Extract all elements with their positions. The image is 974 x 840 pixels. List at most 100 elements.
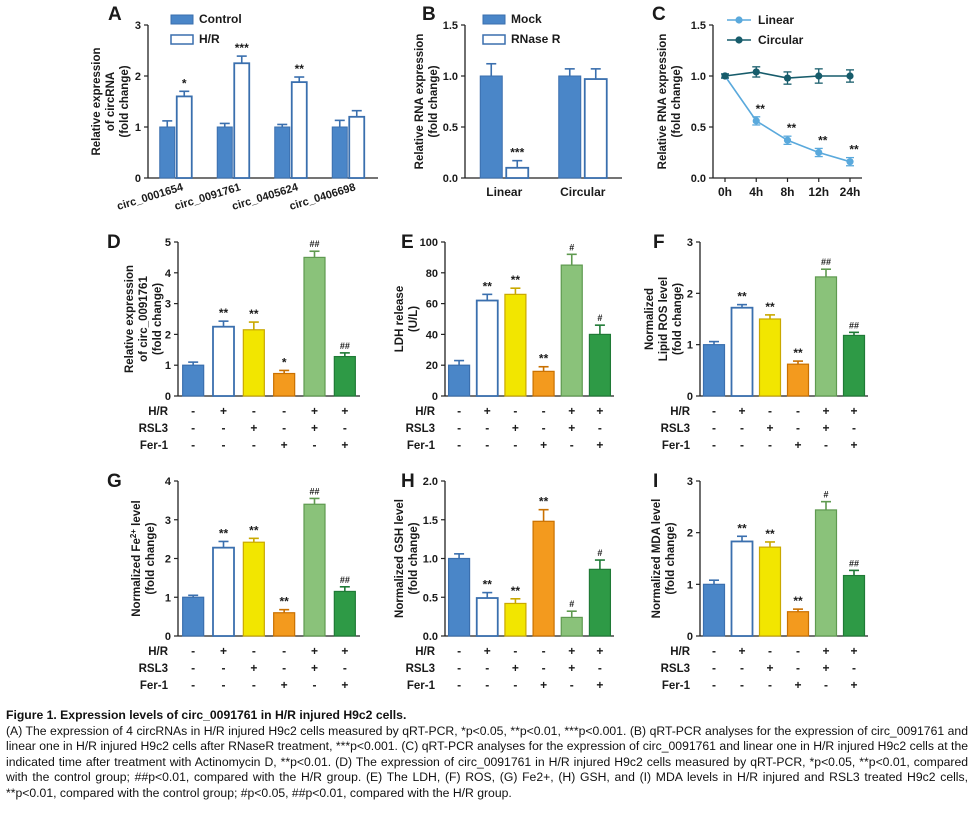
significance-mark: ** <box>793 346 803 360</box>
y-tick-label-I: 3 <box>687 476 693 488</box>
treatment-sign: - <box>485 661 489 675</box>
treatment-sign: - <box>852 421 856 435</box>
significance-mark: ** <box>737 290 747 304</box>
panel-label-E: E <box>401 232 414 253</box>
treatment-sign: - <box>768 644 772 658</box>
y-tick-label-I: 1 <box>687 579 693 591</box>
y-tick-label-F: 0 <box>687 391 693 403</box>
y-axis-label-D: Relative expression <box>124 265 136 373</box>
y-axis-label-B: (fold change) <box>428 65 440 137</box>
treatment-sign: - <box>282 404 286 418</box>
y-axis-label-I: Normalized MDA level <box>651 499 663 619</box>
treatment-sign: - <box>796 661 800 675</box>
treatment-sign: - <box>191 421 195 435</box>
treatment-label: RSL3 <box>139 423 168 435</box>
bar <box>273 372 296 397</box>
legend-swatch-control <box>170 14 194 25</box>
treatment-sign: + <box>596 678 603 692</box>
treatment-sign: + <box>568 421 575 435</box>
bar-hr <box>175 95 193 179</box>
treatment-sign: - <box>457 661 461 675</box>
bar <box>758 318 782 397</box>
legend-swatch-rnase <box>482 34 506 45</box>
y-tick-label-C: 1.0 <box>691 71 706 83</box>
significance-mark: ** <box>249 307 259 321</box>
point-circular <box>721 72 729 80</box>
y-tick-label-D: 3 <box>165 299 171 311</box>
bar <box>212 546 235 637</box>
y-axis-label-H: Normalized GSH level <box>394 499 406 618</box>
treatment-sign: + <box>850 678 857 692</box>
significance-mark: ## <box>849 558 859 568</box>
y-tick-label-E: 0 <box>432 391 438 403</box>
bar-hr <box>233 62 251 179</box>
treatment-sign: - <box>313 438 317 452</box>
y-tick-label-D: 1 <box>165 360 171 372</box>
treatment-sign: + <box>250 661 257 675</box>
point-linear <box>815 148 823 157</box>
treatment-sign: - <box>457 644 461 658</box>
treatment-label: Fer-1 <box>407 440 436 452</box>
treatment-sign: - <box>457 404 461 418</box>
treatment-sign: - <box>796 421 800 435</box>
significance-mark: * <box>182 76 187 90</box>
treatment-sign: - <box>252 438 256 452</box>
treatment-sign: + <box>220 644 227 658</box>
treatment-sign: + <box>568 644 575 658</box>
treatment-sign: + <box>822 644 829 658</box>
y-tick-label-H: 0.5 <box>423 592 438 604</box>
y-tick-label-H: 1.5 <box>423 515 438 527</box>
legend-swatch-mock <box>482 14 506 25</box>
bar <box>303 503 326 637</box>
significance-mark: ** <box>765 300 775 314</box>
treatment-sign: - <box>485 678 489 692</box>
treatment-sign: + <box>250 421 257 435</box>
bar <box>814 509 838 637</box>
legend-swatch-circular <box>735 36 743 44</box>
y-axis-label-A: (fold change) <box>119 65 131 137</box>
bar <box>182 596 205 637</box>
treatment-sign: - <box>570 678 574 692</box>
y-tick-label-H: 0.0 <box>423 631 438 643</box>
y-axis-label-E: (U/L) <box>408 306 420 332</box>
bar <box>842 574 866 637</box>
treatment-sign: + <box>596 644 603 658</box>
significance-mark: ** <box>295 62 305 76</box>
treatment-sign: - <box>222 661 226 675</box>
figure-caption: Figure 1. Expression levels of circ_0091… <box>6 708 968 802</box>
point-linear <box>752 117 760 125</box>
treatment-sign: - <box>598 661 602 675</box>
treatment-sign: + <box>540 678 547 692</box>
treatment-sign: + <box>596 404 603 418</box>
significance-mark: ## <box>340 341 350 351</box>
treatment-sign: - <box>222 421 226 435</box>
bar <box>786 363 810 397</box>
significance-mark: ** <box>219 306 229 320</box>
bar-control <box>274 126 291 179</box>
treatment-sign: - <box>513 404 517 418</box>
x-tick-label-B: Circular <box>560 185 606 199</box>
legend-label-control: Control <box>199 12 242 26</box>
treatment-sign: - <box>252 404 256 418</box>
significance-mark: # <box>597 548 602 558</box>
bar <box>504 602 527 637</box>
y-axis-label-A: of circRNA <box>105 72 117 131</box>
treatment-label: H/R <box>670 646 691 658</box>
y-tick-label-B: 1.0 <box>443 71 458 83</box>
treatment-sign: + <box>850 644 857 658</box>
treatment-sign: + <box>311 644 318 658</box>
treatment-label: Fer-1 <box>407 680 436 692</box>
treatment-sign: - <box>796 404 800 418</box>
treatment-sign: + <box>766 661 773 675</box>
treatment-sign: - <box>768 438 772 452</box>
bar <box>447 557 471 637</box>
treatment-sign: - <box>852 661 856 675</box>
significance-mark: ** <box>249 523 259 537</box>
y-tick-label-A: 3 <box>135 20 141 32</box>
y-tick-label-G: 3 <box>165 515 171 527</box>
treatment-sign: + <box>484 644 491 658</box>
x-tick-label-C: 4h <box>749 185 763 199</box>
y-axis-label-D: (fold change) <box>152 283 164 355</box>
bar <box>842 334 866 397</box>
y-axis-label-I: (fold change) <box>665 522 677 594</box>
